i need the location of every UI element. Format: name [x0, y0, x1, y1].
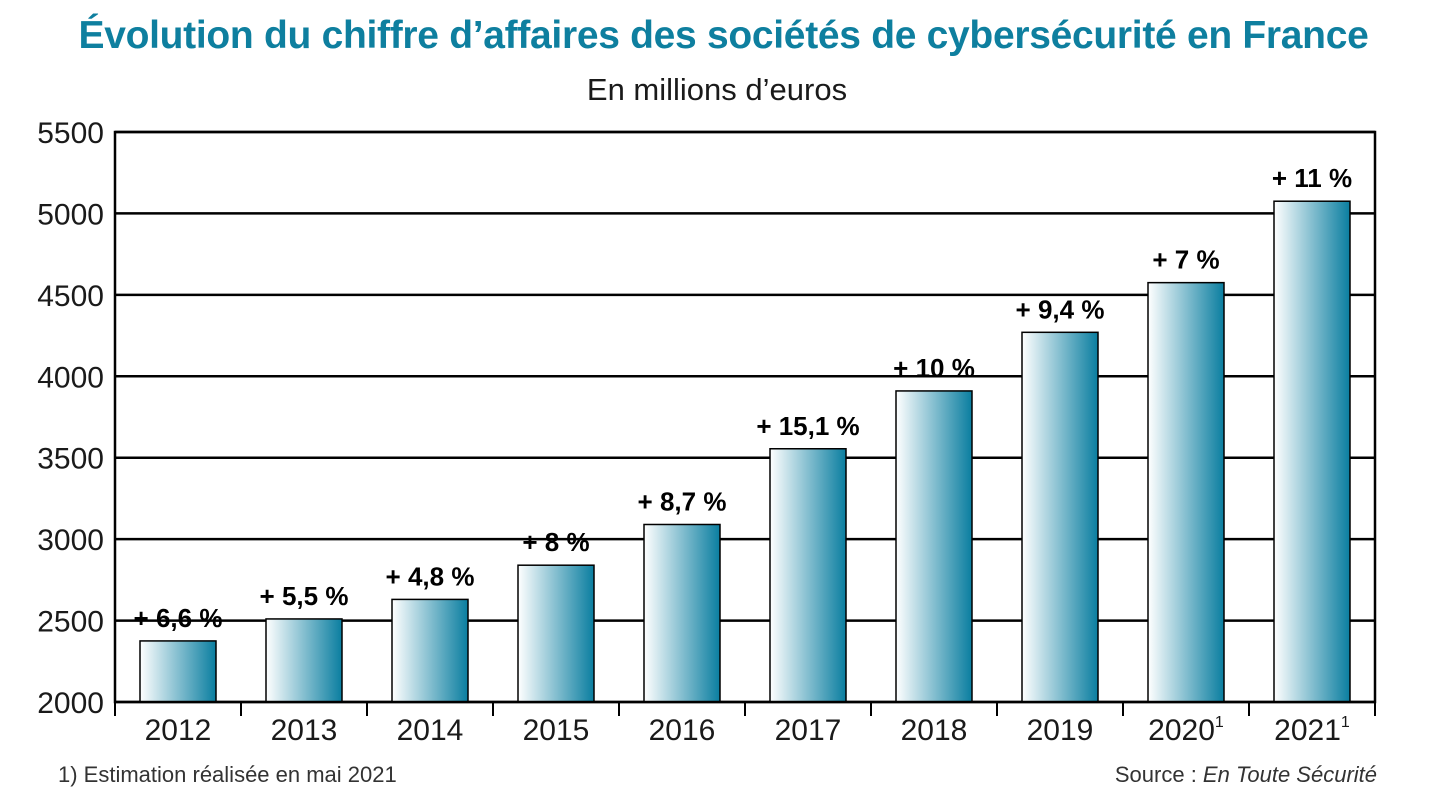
footnote: 1) Estimation réalisée en mai 2021: [58, 762, 397, 787]
bar-2020: [1147, 281, 1225, 703]
x-tick-superscript: 1: [1341, 714, 1350, 731]
bar-2021: [1273, 200, 1351, 703]
x-tick-label: 2018: [901, 714, 968, 747]
y-tick-label: 4000: [37, 361, 104, 394]
y-tick-label: 4500: [37, 280, 104, 313]
data-label-2017: + 15,1 %: [756, 411, 859, 441]
x-tick-label: 2015: [523, 714, 590, 747]
x-tick-label: 2014: [397, 714, 464, 747]
data-label-2012: + 6,6 %: [134, 603, 223, 633]
x-tick-label: 2016: [649, 714, 716, 747]
x-tick-label: 2012: [145, 714, 212, 747]
data-label-2018: + 10 %: [893, 353, 975, 383]
source-name: En Toute Sécurité: [1202, 762, 1377, 787]
chart-subtitle: En millions d’euros: [586, 72, 848, 107]
x-tick-label: 2017: [775, 714, 842, 747]
y-tick-label: 2500: [37, 606, 104, 639]
bar-2013: [265, 618, 343, 703]
y-tick-label: 2000: [37, 687, 104, 720]
data-label-2014: + 4,8 %: [386, 561, 475, 591]
data-label-2021: + 11 %: [1272, 163, 1352, 193]
bar-2015: [517, 564, 595, 703]
x-tick-superscript: 1: [1215, 714, 1224, 731]
data-label-2013: + 5,5 %: [260, 581, 349, 611]
y-tick-label: 5500: [37, 117, 104, 150]
data-label-2016: + 8,7 %: [638, 486, 727, 516]
x-tick-label: 2019: [1027, 714, 1094, 747]
bar-2014: [391, 598, 469, 703]
bar-2018: [895, 390, 973, 703]
x-tick-label: 20211: [1274, 714, 1350, 747]
bar-2012: [139, 640, 217, 703]
bar-2019: [1021, 331, 1099, 703]
x-tick-label: 20201: [1148, 714, 1224, 747]
bar-2016: [643, 523, 721, 703]
y-tick-label: 3500: [37, 443, 104, 476]
source-credit: Source : En Toute Sécurité: [1115, 762, 1377, 788]
bar-2017: [769, 448, 847, 703]
bars: [139, 200, 1351, 703]
x-tick-label: 2013: [271, 714, 338, 747]
data-label-2020: + 7 %: [1152, 245, 1219, 275]
chart-title: Évolution du chiffre d’affaires des soci…: [78, 14, 1369, 57]
axes: 2000 2500 3000 3500 4000 4500 5000 5500 2012 2013…: [37, 117, 1377, 747]
y-tick-label: 5000: [37, 198, 104, 231]
source-prefix: Source :: [1114, 762, 1203, 787]
data-labels: + 6,6 % + 5,5 % + 4,8 % + 8 % + 8,7 % + 15,1 …: [134, 163, 1353, 633]
data-label-2015: + 8 %: [522, 527, 589, 557]
data-label-2019: + 9,4 %: [1016, 294, 1105, 324]
y-tick-label: 3000: [37, 524, 104, 557]
